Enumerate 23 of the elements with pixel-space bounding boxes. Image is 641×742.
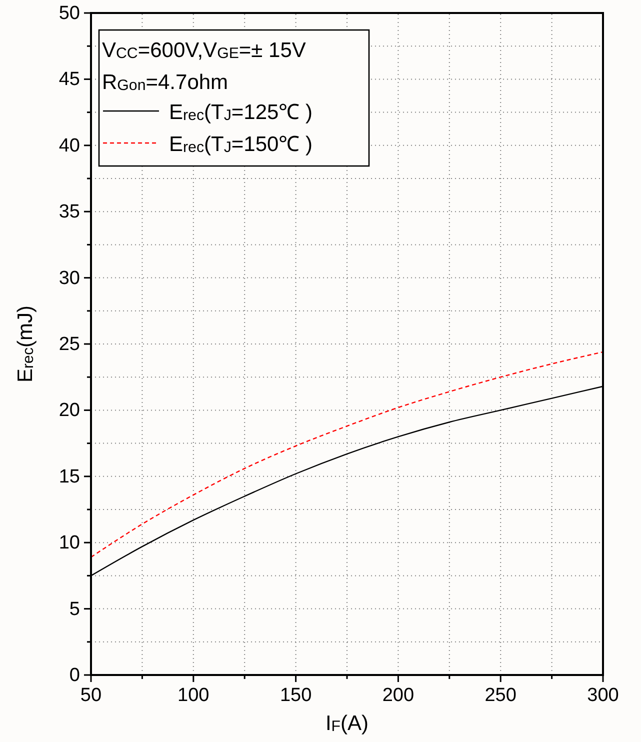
- x-tick-label: 200: [382, 685, 414, 706]
- annotation: RGon=4.7ohm: [102, 71, 228, 94]
- y-tick-label: 0: [69, 665, 80, 686]
- y-tick-label: 10: [58, 532, 80, 554]
- x-tick-label: 150: [280, 685, 312, 706]
- x-axis-title: IF(A): [325, 712, 369, 735]
- y-tick-label: 15: [58, 466, 80, 488]
- annotation: VCC=600V,VGE=± 15V: [102, 39, 306, 62]
- legend-label: Erec(TJ=125℃ ): [169, 101, 313, 124]
- y-tick-label: 45: [58, 69, 80, 90]
- x-tick-label: 300: [587, 685, 619, 706]
- y-tick-label: 25: [58, 334, 80, 355]
- x-tick-label: 250: [484, 685, 516, 706]
- line-series: [90, 351, 604, 558]
- y-axis-title: Erec(mJ): [14, 306, 37, 382]
- y-tick-label: 5: [69, 598, 80, 620]
- y-tick-label: 50: [58, 3, 80, 24]
- y-tick-label: 40: [58, 135, 80, 156]
- x-tick-label: 100: [178, 685, 210, 706]
- y-tick-label: 20: [58, 400, 80, 422]
- y-tick-label: 30: [58, 268, 80, 289]
- legend-label: Erec(TJ=150℃ ): [169, 133, 313, 156]
- y-tick-label: 35: [58, 202, 80, 223]
